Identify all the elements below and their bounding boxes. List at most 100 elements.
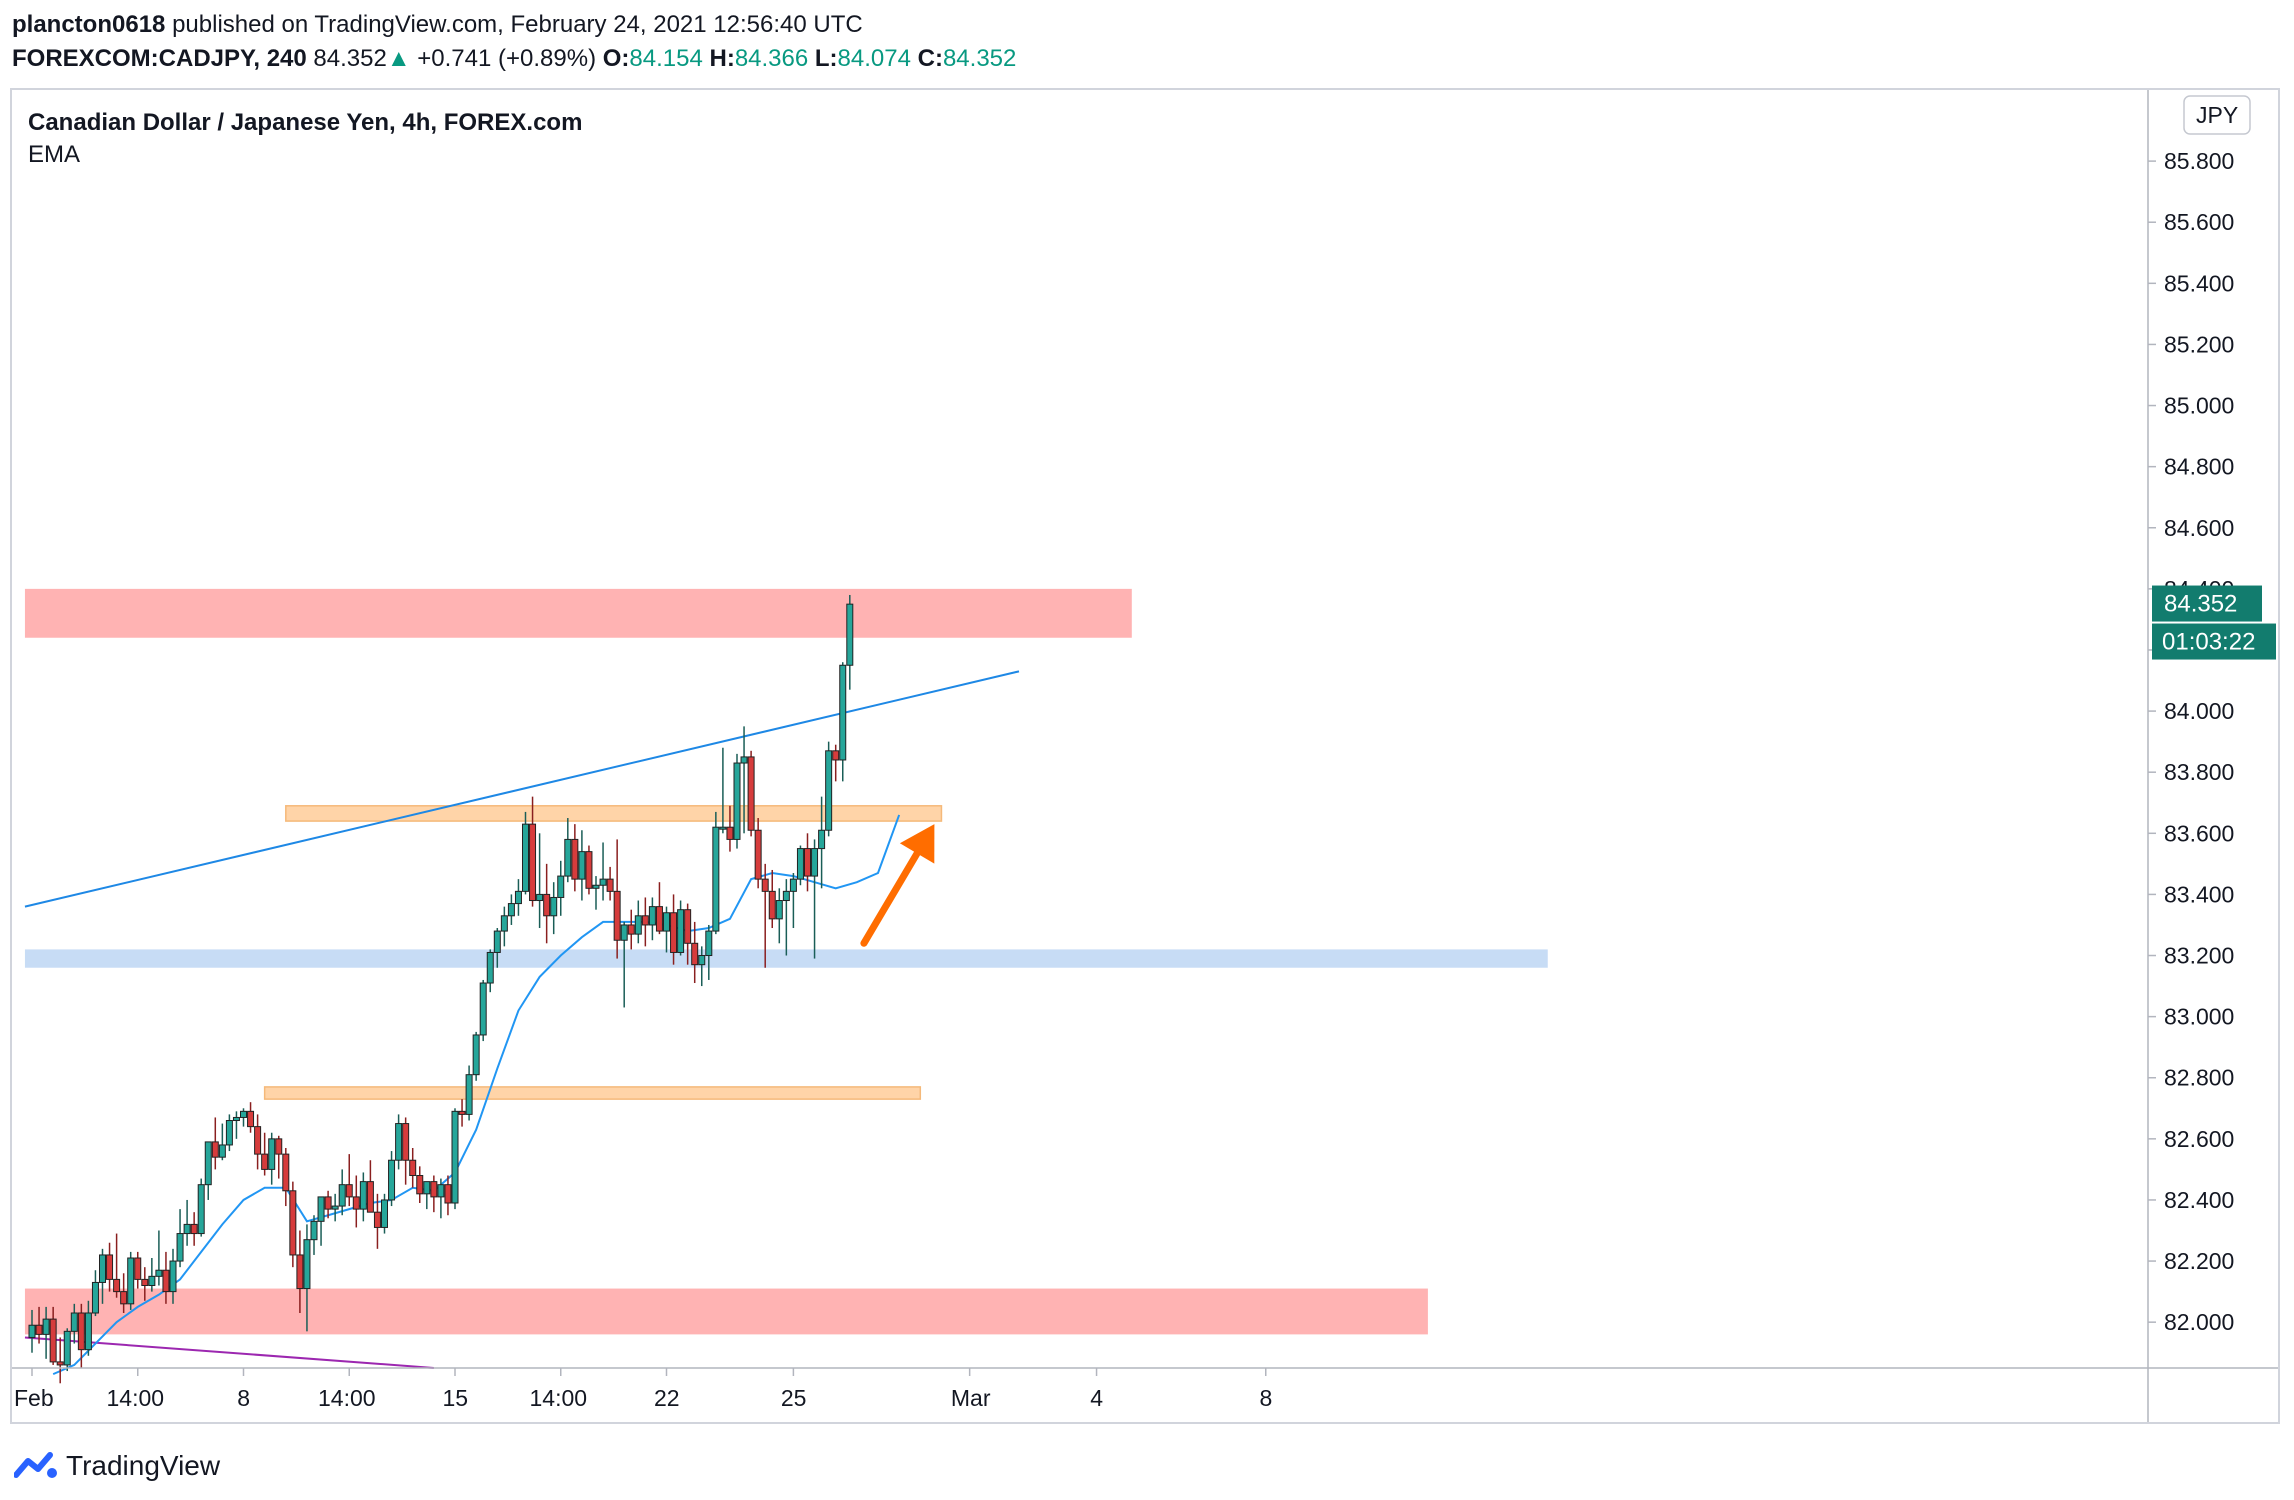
candle-body [99, 1254, 106, 1283]
candle-body [331, 1205, 339, 1210]
candle-body [677, 909, 685, 953]
orange-arrow-head-icon [899, 824, 935, 864]
candle-body [592, 884, 600, 889]
candle-body [789, 878, 797, 892]
price-chart[interactable]: 82.000 82.200 82.400 82.600 82.800 83.000 83.2… [12, 90, 2278, 1422]
low-value: 84.074 [837, 45, 911, 72]
candle-body [451, 1110, 459, 1204]
candle-body [578, 851, 586, 880]
candle-body [35, 1324, 43, 1335]
candle-body [500, 915, 508, 932]
candle-body [134, 1257, 142, 1280]
candle-body [296, 1254, 304, 1290]
price-tick-label: 82.000 [2164, 1309, 2234, 1335]
support-1 [24, 1288, 1428, 1335]
candle-body [740, 756, 748, 764]
price-tick-label: 83.200 [2164, 943, 2234, 969]
candle-body [162, 1269, 170, 1293]
candle-body [91, 1281, 99, 1314]
candle-body [324, 1196, 332, 1210]
currency-label: JPY [2196, 102, 2238, 128]
time-tick-label: 15 [443, 1385, 469, 1411]
chart-header: plancton0618 published on TradingView.co… [12, 8, 2282, 76]
candle-body [606, 878, 614, 892]
candle-body [63, 1330, 71, 1366]
descending-line [24, 1336, 434, 1369]
candle-body [338, 1184, 346, 1207]
author-name[interactable]: plancton0618 [12, 11, 166, 38]
candle-body [818, 829, 826, 850]
candle-body [620, 924, 628, 941]
candle-body [571, 838, 579, 880]
candle-body [465, 1074, 473, 1115]
candle-body [373, 1211, 381, 1228]
price-tick-label: 84.800 [2164, 454, 2234, 480]
candle-body [705, 930, 713, 957]
candle-body [416, 1175, 424, 1195]
candle-body [825, 750, 833, 831]
candle-body [381, 1199, 388, 1228]
countdown-tag [2152, 623, 2276, 660]
candle-body [507, 903, 515, 917]
candle-body [176, 1233, 184, 1262]
candle-body [42, 1318, 50, 1335]
price-tick-label: 82.400 [2164, 1187, 2234, 1213]
published-text: published on TradingView.com, February 2… [172, 11, 863, 38]
last-price-tag-label: 84.352 [2164, 591, 2237, 618]
candle-body [613, 890, 621, 941]
candle-body [726, 826, 734, 840]
candle-body [352, 1196, 360, 1210]
candle-body [811, 848, 819, 877]
close-label: C: [917, 45, 943, 72]
candle-body [543, 893, 551, 917]
candles-layer [28, 594, 854, 1384]
candle-body [240, 1110, 247, 1118]
price-change: +0.741 (+0.89%) [417, 45, 597, 72]
currency-badge [2183, 95, 2251, 135]
candle-body [472, 1034, 480, 1076]
price-tick-label: 82.800 [2164, 1065, 2234, 1091]
candle-body [141, 1278, 149, 1287]
price-tick-label: 85.400 [2164, 270, 2234, 296]
candle-body [282, 1153, 290, 1192]
price-tick-label: 85.000 [2164, 393, 2234, 419]
symbol-name: FOREXCOM:CADJPY, 240 [12, 45, 307, 72]
candle-body [303, 1239, 311, 1290]
high-value: 84.366 [734, 45, 809, 72]
candle-body [254, 1126, 262, 1155]
candle-body [698, 955, 706, 966]
time-tick-label: 14:00 [107, 1385, 165, 1411]
ascending-trendline [24, 670, 1020, 908]
candle-body [641, 915, 649, 926]
orange-zone-2 [285, 805, 943, 822]
price-tick-label: 84.600 [2164, 515, 2234, 541]
tradingview-brand[interactable]: TradingView [66, 1450, 221, 1481]
candle-body [754, 829, 762, 880]
candle-body [183, 1223, 191, 1235]
candle-body [444, 1184, 452, 1204]
candle-body [268, 1138, 276, 1170]
candle-body [782, 890, 790, 902]
candle-body [479, 982, 487, 1036]
candle-body [832, 750, 840, 761]
candle-body [359, 1181, 367, 1210]
candle-body [719, 826, 727, 830]
price-tick-label: 85.600 [2164, 209, 2234, 235]
change-arrow-icon: ▲ [386, 45, 411, 72]
candle-body [684, 909, 692, 944]
candle-body [458, 1110, 466, 1115]
candle-body [204, 1141, 212, 1186]
candle-body [402, 1123, 410, 1161]
candle-body [113, 1278, 121, 1293]
candle-body [317, 1196, 325, 1222]
candle-body [796, 848, 804, 880]
tradingview-logo-icon[interactable] [14, 1451, 58, 1481]
chart-legend-title: Canadian Dollar / Japanese Yen, 4h, FORE… [28, 109, 582, 136]
price-tick-label: 85.800 [2164, 148, 2234, 174]
time-tick-label: 25 [781, 1385, 807, 1411]
candle-body [634, 915, 642, 935]
chart-panel[interactable]: 82.000 82.200 82.400 82.600 82.800 83.000 83.2… [10, 88, 2280, 1424]
countdown-label: 01:03:22 [2162, 629, 2255, 656]
candle-body [275, 1138, 283, 1155]
candle-body [388, 1159, 396, 1201]
